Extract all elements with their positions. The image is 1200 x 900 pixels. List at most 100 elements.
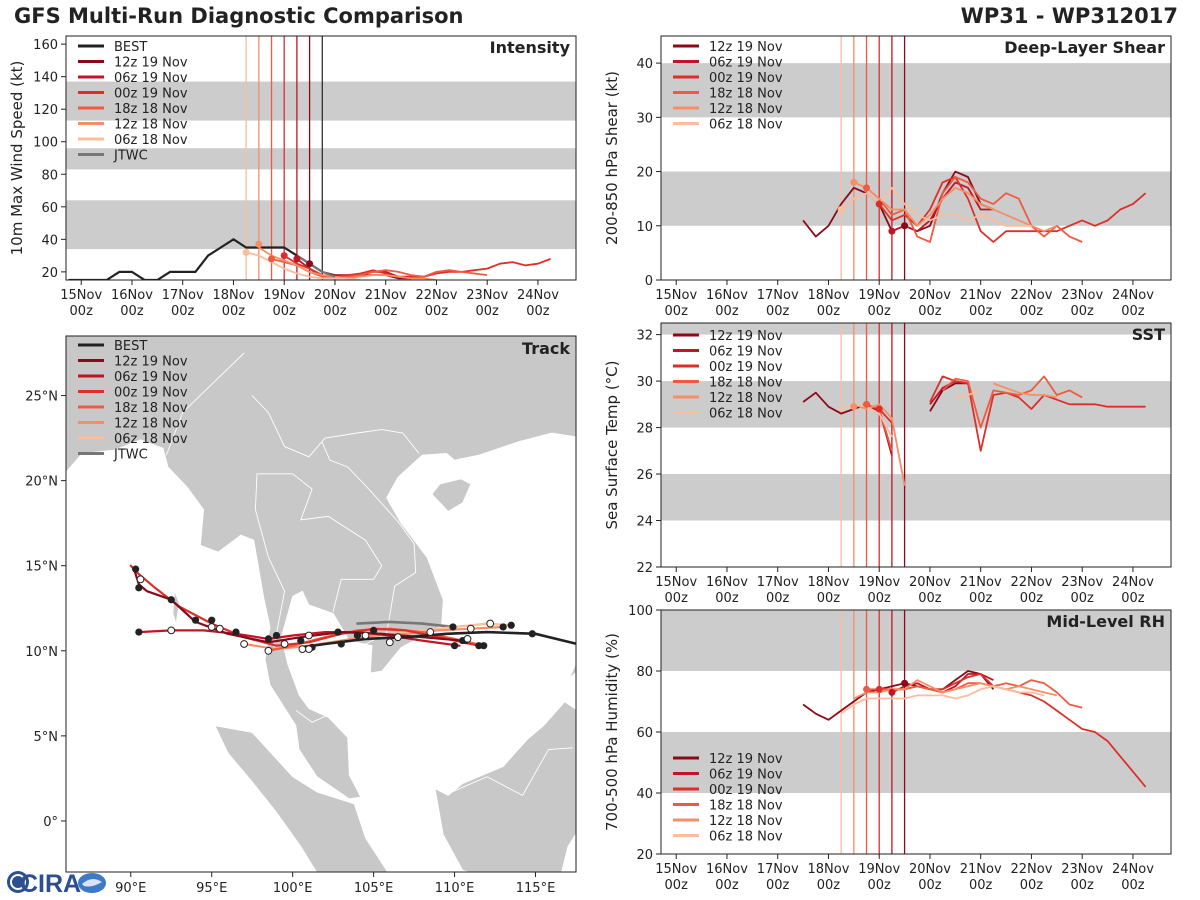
rh-xtick-day: 15Nov	[655, 862, 697, 877]
sst-ytick-label: 28	[636, 422, 653, 437]
rh-legend-label: 12z 18 Nov	[709, 814, 783, 829]
track-position-dot	[264, 635, 272, 643]
shear-xtick-hour: 00z	[715, 304, 739, 319]
track-legend-label: 18z 18 Nov	[114, 401, 188, 416]
intensity-ytick-label: 40	[41, 233, 58, 248]
rh-ytick-label: 20	[636, 848, 653, 863]
track-position-hollow	[463, 634, 472, 643]
track-lat-label: 5°N	[34, 730, 59, 745]
intensity-xtick-hour: 00z	[120, 304, 144, 319]
land-taiwan	[620, 392, 643, 445]
shear-xtick-hour: 00z	[868, 304, 892, 319]
rh-xtick-day: 22Nov	[1010, 862, 1052, 877]
sst-ytick-label: 22	[636, 561, 653, 576]
intensity-xtick-day: 15Nov	[60, 288, 102, 303]
sst-legend-label: 00z 19 Nov	[709, 360, 783, 375]
shear-legend-label: 06z 18 Nov	[709, 118, 783, 133]
intensity-xtick-hour: 00z	[222, 304, 246, 319]
rh-xtick-hour: 00z	[766, 878, 790, 893]
shear-ytick-label: 10	[636, 220, 653, 235]
rh-series-06z-18-nov	[840, 685, 1045, 715]
track-position-dot	[480, 642, 488, 650]
sst-band	[661, 323, 1171, 335]
shear-legend-label: 06z 19 Nov	[709, 56, 783, 71]
intensity-frame	[65, 35, 577, 281]
country-border	[447, 747, 573, 797]
intensity-xtick-day: 20Nov	[314, 288, 356, 303]
shear-xtick-hour: 00z	[918, 304, 942, 319]
rh-xtick-hour: 00z	[969, 878, 993, 893]
rh-legend-label: 18z 18 Nov	[709, 799, 783, 814]
track-position-hollow	[280, 640, 289, 648]
intensity-band	[66, 148, 576, 170]
intensity-band	[66, 200, 576, 250]
sst-init-marker	[863, 400, 871, 408]
tracks-group	[129, 564, 576, 655]
track-legend-label: JTWC	[113, 448, 148, 463]
shear-title: Deep-Layer Shear	[1004, 38, 1165, 57]
track-position-dot	[449, 623, 457, 631]
intensity-xtick-day: 21Nov	[365, 288, 407, 303]
rh-band	[661, 732, 1171, 793]
intensity-ytick-label: 160	[33, 38, 58, 53]
track-legend-label: BEST	[114, 339, 147, 354]
sst-xtick-hour: 00z	[1020, 591, 1044, 606]
track-position-dot	[208, 616, 216, 624]
shear-xtick-day: 21Nov	[960, 288, 1002, 303]
sst-series-12z-18-nov	[853, 382, 1057, 486]
track-position-dot	[132, 565, 140, 573]
intensity-legend-label: 12z 18 Nov	[114, 118, 188, 133]
shear-xtick-hour: 00z	[1121, 304, 1145, 319]
shear-xtick-hour: 00z	[766, 304, 790, 319]
shear-xtick-hour: 00z	[817, 304, 841, 319]
track-position-dot	[135, 584, 143, 592]
track-lat-label: 10°N	[25, 645, 58, 660]
sst-xtick-day: 24Nov	[1112, 575, 1154, 590]
shear-ytick-label: 0	[645, 274, 653, 289]
rh-legend-label: 12z 19 Nov	[709, 752, 783, 767]
shear-xtick-day: 22Nov	[1010, 288, 1052, 303]
intensity-series-best	[68, 238, 323, 280]
intensity-legend-label: BEST	[114, 40, 147, 55]
intensity-chart: 2040608010012014016015Nov00z16Nov00z17No…	[8, 35, 577, 319]
intensity-legend-label: 00z 19 Nov	[114, 87, 188, 102]
rh-xtick-day: 18Nov	[808, 862, 850, 877]
track-title: Track	[522, 339, 570, 358]
sst-init-marker	[875, 405, 883, 413]
rh-xtick-day: 24Nov	[1112, 862, 1154, 877]
shear-xtick-hour: 00z	[1020, 304, 1044, 319]
track-legend-label: 06z 18 Nov	[114, 432, 188, 447]
track-lat-label: 20°N	[25, 475, 58, 490]
intensity-xtick-hour: 00z	[374, 304, 398, 319]
sst-title: SST	[1132, 325, 1165, 344]
sst-xtick-hour: 00z	[969, 591, 993, 606]
intensity-ytick-label: 140	[33, 71, 58, 86]
track-lat-label: 0°	[43, 815, 58, 830]
sst-ylabel: Sea Surface Temp (°C)	[603, 360, 621, 529]
intensity-ytick-label: 80	[41, 168, 58, 183]
rh-xtick-hour: 00z	[1071, 878, 1095, 893]
track-position-dot	[135, 628, 143, 636]
track-position-dot	[272, 631, 281, 640]
logo-swirl-stroke	[82, 878, 102, 887]
figure-title: GFS Multi-Run Diagnostic Comparison	[14, 4, 464, 28]
sst-xtick-day: 21Nov	[960, 575, 1002, 590]
track-00z-19-nov	[129, 564, 480, 647]
sst-xtick-hour: 00z	[1071, 591, 1095, 606]
rh-xtick-hour: 00z	[715, 878, 739, 893]
track-chart: 90°E 95°E 100°E 105°E 110°E 115°E 0° 5°N 10°N 15°…	[25, 335, 643, 896]
track-jtwc	[356, 620, 456, 629]
shear-band	[661, 63, 1171, 118]
sst-xtick-day: 23Nov	[1061, 575, 1103, 590]
rh-chart: 2040608010015Nov00z16Nov00z17Nov00z18Nov…	[603, 604, 1172, 893]
intensity-ytick-label: 60	[41, 201, 58, 216]
intensity-init-marker	[293, 255, 301, 263]
sst-frame	[660, 322, 1172, 568]
track-position-hollow	[207, 623, 216, 631]
rh-ytick-label: 60	[636, 726, 653, 741]
track-frame	[65, 335, 577, 873]
shear-frame	[660, 35, 1172, 281]
